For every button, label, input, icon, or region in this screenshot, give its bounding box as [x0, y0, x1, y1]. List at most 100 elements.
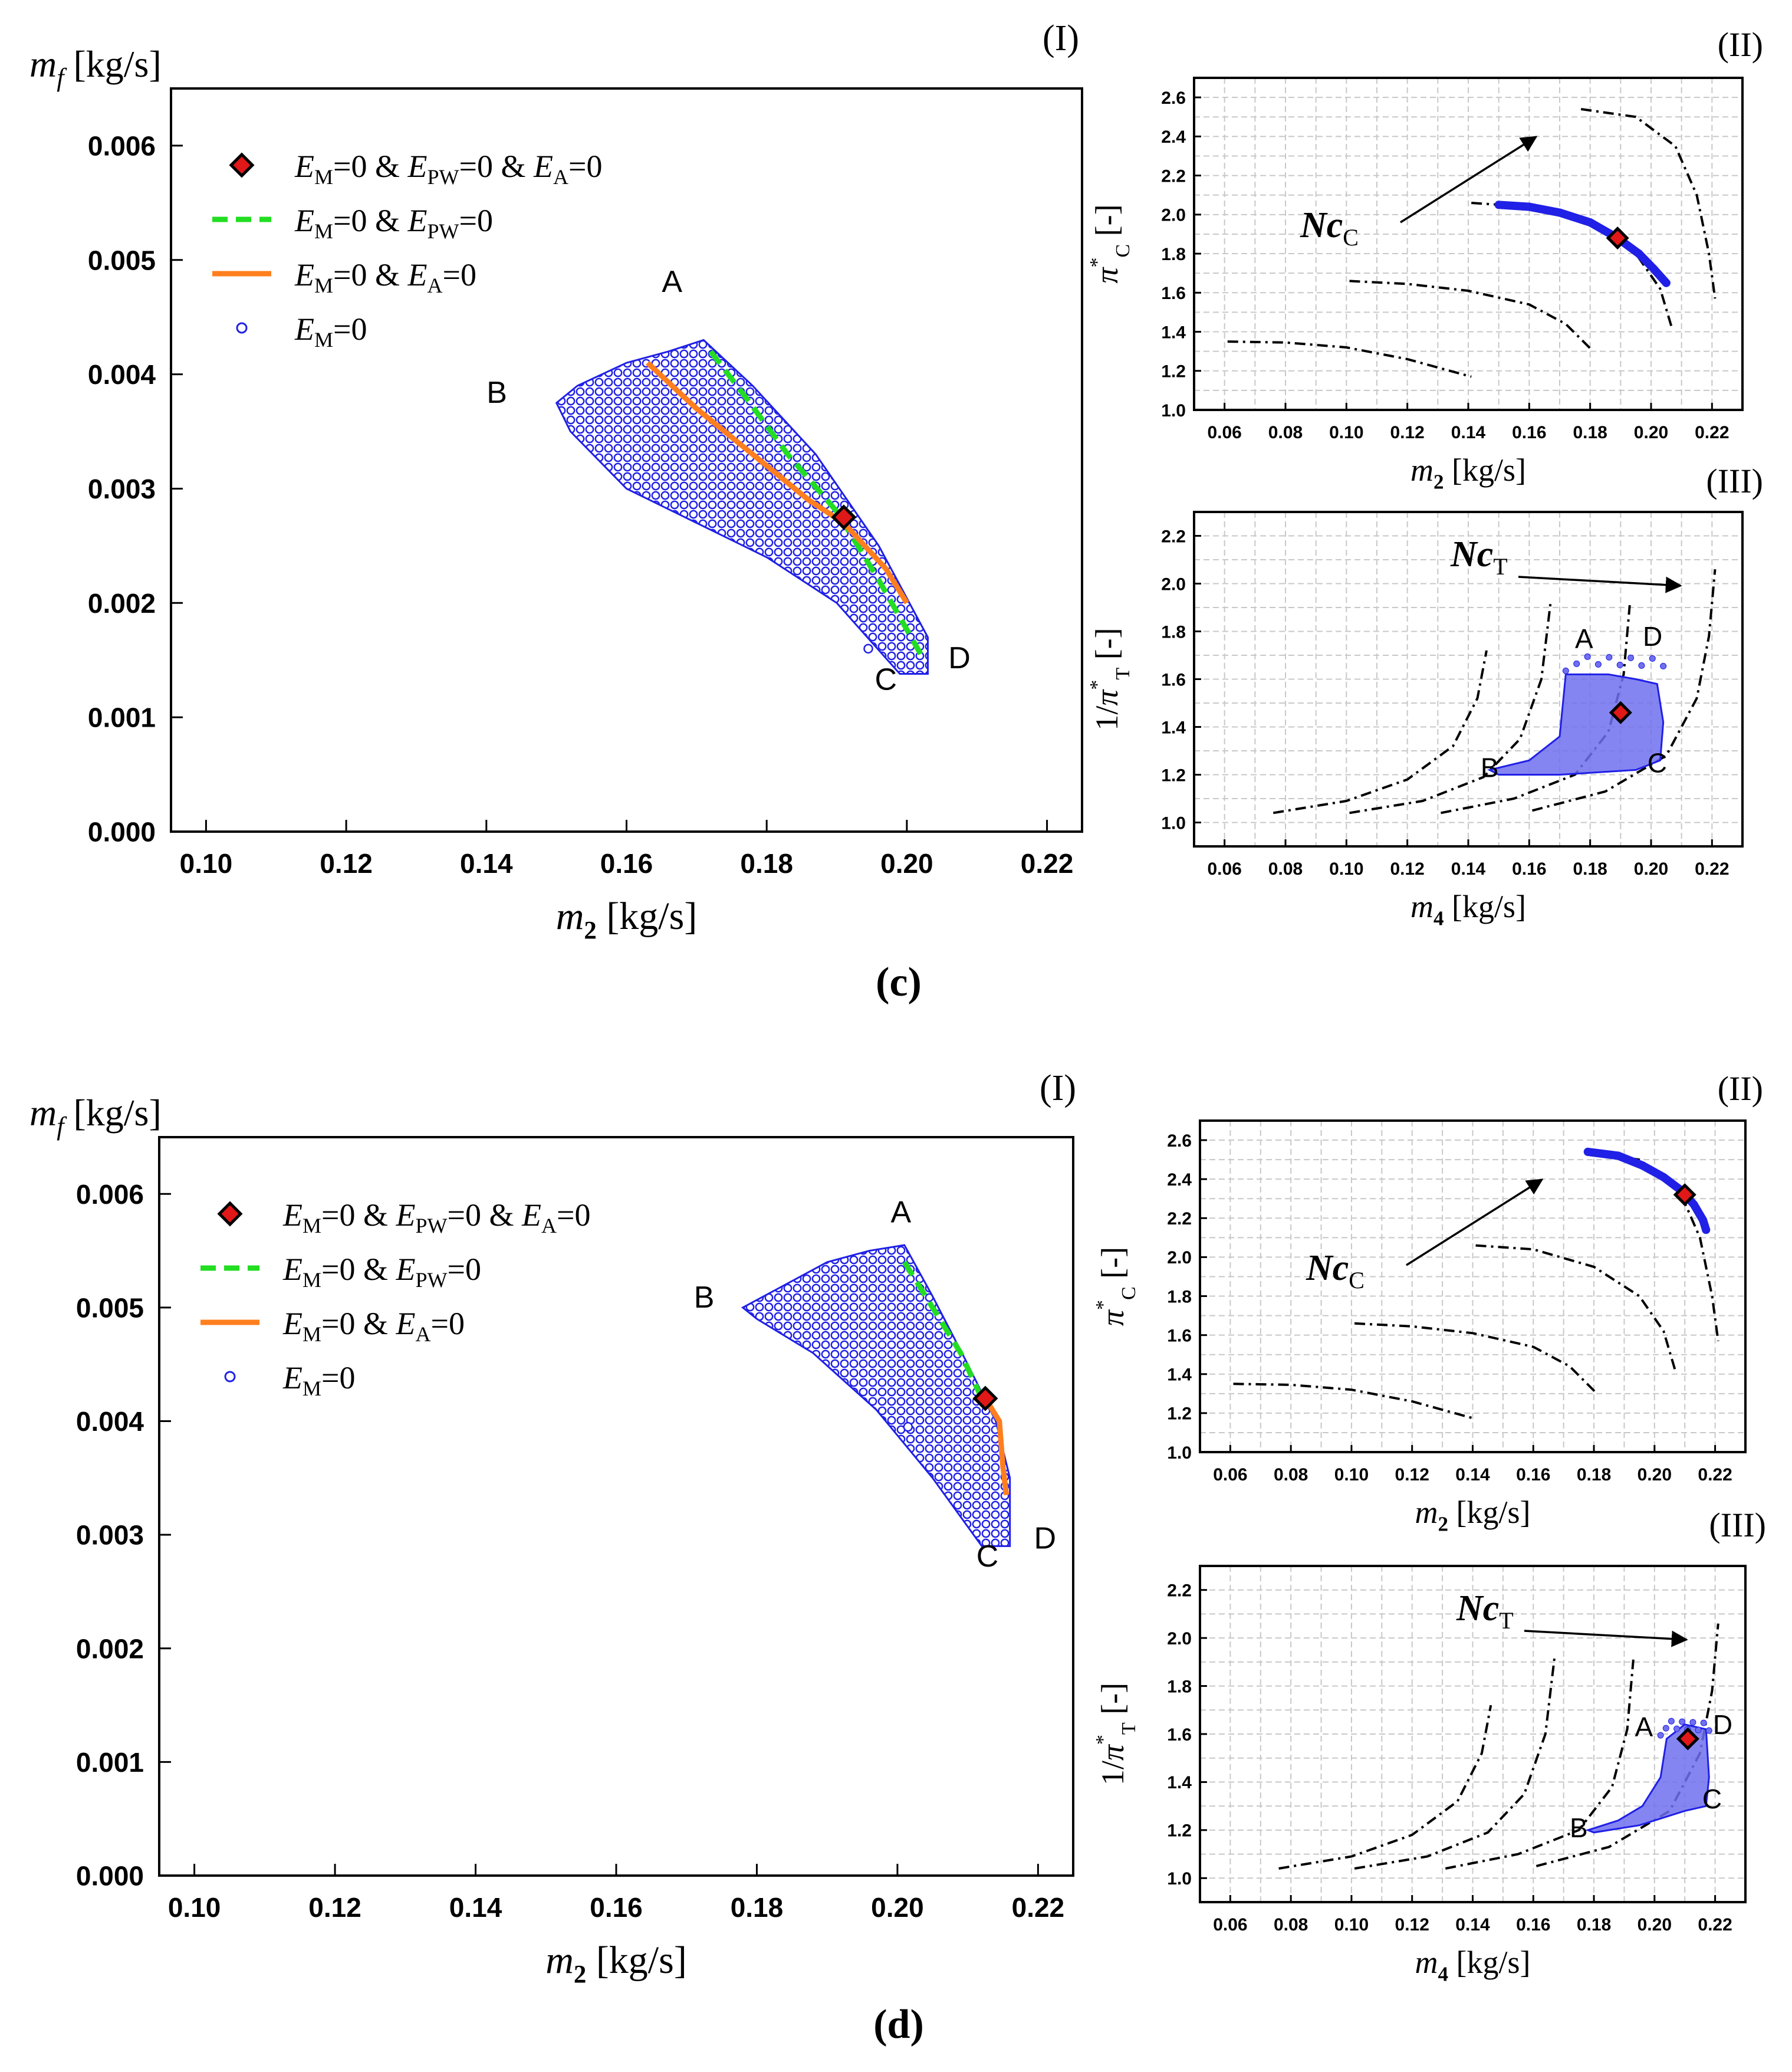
x-axis-label: m4 [kg/s]	[1415, 1945, 1530, 1986]
x-tick-label: 0.14	[1451, 859, 1486, 879]
y-tick-label: 1.0	[1167, 1443, 1192, 1463]
y-tick-label: 2.2	[1161, 527, 1186, 546]
y-tick-label: 1.8	[1167, 1677, 1192, 1696]
y-tick-label: 0.002	[76, 1633, 144, 1664]
turbine-operating-point	[1638, 662, 1645, 669]
compressor-operating-point	[1699, 1216, 1708, 1224]
turbine-operating-point	[1689, 1719, 1696, 1726]
series-em0-epw0	[902, 1260, 985, 1400]
y-tick-label: 1.0	[1167, 1869, 1192, 1889]
turbine-operating-point	[1562, 667, 1569, 674]
x-tick-label: 0.10	[1334, 1915, 1369, 1935]
turbine-operating-region	[1487, 673, 1665, 776]
x-tick-label: 0.12	[1390, 423, 1424, 442]
x-tick-label: 0.08	[1274, 1465, 1308, 1485]
x-tick-label: 0.22	[1021, 848, 1074, 879]
x-tick-label: 0.18	[1577, 1915, 1611, 1935]
legend-diamond-symbol	[229, 152, 255, 178]
x-axis-label: m2 [kg/s]	[556, 895, 698, 945]
compressor-operating-point	[1614, 1151, 1623, 1160]
y-tick-label: 0.006	[88, 130, 156, 161]
y-axis-label: mf [kg/s]	[29, 43, 162, 92]
compressor-operating-point	[1702, 1226, 1711, 1234]
speed-line	[1278, 1705, 1492, 1870]
x-tick-label: 0.18	[731, 1892, 784, 1923]
x-tick-label: 0.14	[1455, 1465, 1490, 1485]
y-tick-label: 2.0	[1167, 1248, 1192, 1268]
y-tick-label: 0.002	[88, 588, 156, 619]
x-tick-label: 0.22	[1695, 859, 1729, 879]
chart-c-III: 0.06 0.08 0.10 0.12 0.14 0.16 0.18 0.20 0.22 1.0 1…	[1086, 462, 1763, 930]
x-tick-label: 0.10	[1329, 423, 1363, 442]
y-tick-label: 0.005	[76, 1292, 144, 1323]
x-tick-label: 0.20	[1638, 1915, 1672, 1935]
speed-direction-arrow	[1524, 1630, 1688, 1647]
optimum-diamond-marker	[972, 1385, 998, 1411]
x-tick-label: 0.16	[600, 848, 653, 879]
x-axis-label: m2 [kg/s]	[1410, 452, 1526, 494]
y-tick-label: 1.4	[1161, 323, 1186, 342]
y-tick-label: 1.4	[1167, 1773, 1192, 1792]
y-tick-label: 1.8	[1167, 1287, 1192, 1306]
x-tick-label: 0.06	[1207, 859, 1241, 879]
speed-line	[1535, 1623, 1719, 1867]
y-tick-label: 2.4	[1167, 1170, 1192, 1190]
compressor-operating-point	[1525, 202, 1534, 211]
legend-entry: EM=0	[294, 311, 367, 352]
compressor-operating-point	[1556, 208, 1564, 217]
speed-annotation-NcT: NcT	[1450, 534, 1508, 580]
turbine-operating-point	[1662, 1725, 1669, 1732]
speed-direction-arrow	[1518, 576, 1682, 593]
grid-c-II	[1194, 77, 1742, 411]
speed-direction-arrow	[1406, 1178, 1544, 1266]
series-em0-epw0	[708, 350, 923, 656]
panel-label: (I)	[1040, 1068, 1076, 1108]
y-tick-label: 2.6	[1161, 88, 1186, 108]
x-tick-label: 0.08	[1268, 859, 1303, 879]
compressor-operating-point	[1650, 265, 1659, 274]
x-tick-label: 0.18	[1573, 859, 1607, 879]
speed-line	[1354, 1322, 1598, 1395]
y-tick-label: 1.8	[1161, 245, 1186, 264]
y-tick-label: 1.0	[1161, 401, 1186, 421]
turbine-operating-point	[1705, 1727, 1712, 1734]
speed-direction-arrow	[1400, 136, 1538, 224]
x-tick-label: 0.06	[1213, 1915, 1247, 1935]
y-tick-label: 2.0	[1161, 206, 1186, 225]
compressor-operating-point	[1659, 1173, 1668, 1181]
y-axis-label: π*C [-]	[1086, 204, 1134, 283]
plot-frame-d-I	[158, 1136, 1074, 1877]
compressor-operating-line	[1494, 201, 1671, 287]
point-label-C: C	[976, 1539, 999, 1574]
x-tick-label: 0.10	[1334, 1465, 1369, 1485]
speed-line	[1349, 602, 1552, 815]
turbine-operating-point	[1673, 1725, 1681, 1732]
x-tick-label: 0.22	[1012, 1892, 1065, 1923]
x-tick-label: 0.18	[740, 848, 793, 879]
x-axis-label: m4 [kg/s]	[1410, 889, 1526, 930]
y-tick-label: 0.004	[88, 359, 156, 390]
y-tick-label: 2.2	[1167, 1581, 1192, 1601]
x-tick-label: 0.16	[590, 1892, 643, 1923]
chart-c-II: 0.06 0.08 0.10 0.12 0.14 0.16 0.18 0.20 0.22 1.0 1…	[1086, 25, 1763, 494]
point-label-D: D	[948, 641, 971, 675]
turbine-operating-point	[1627, 654, 1635, 661]
y-tick-label: 0.000	[88, 817, 156, 848]
x-tick-label: 0.06	[1207, 423, 1241, 442]
x-tick-label: 0.14	[1455, 1915, 1490, 1935]
optimum-diamond-marker	[1606, 226, 1629, 250]
turbine-operating-point	[1657, 1732, 1664, 1739]
legend-entry: EM=0 & EA=0	[294, 257, 476, 297]
y-tick-label: 0.003	[88, 474, 156, 504]
turbine-operating-point	[1668, 1718, 1675, 1725]
compressor-operating-point	[1689, 1200, 1698, 1209]
legend-entry: EM=0 & EPW=0	[294, 203, 493, 243]
turbine-operating-point	[1594, 661, 1602, 668]
chart-d-II: 0.06 0.08 0.10 0.12 0.14 0.16 0.18 0.20 0.22 1.0 1…	[1092, 1069, 1763, 1536]
x-axis-label: m2 [kg/s]	[1415, 1495, 1530, 1536]
y-tick-label: 1.2	[1161, 766, 1186, 785]
y-tick-label: 2.2	[1161, 166, 1186, 186]
y-tick-label: 1.6	[1161, 284, 1186, 303]
y-tick-label: 1.4	[1161, 718, 1186, 737]
x-tick-label: 0.08	[1274, 1915, 1308, 1935]
